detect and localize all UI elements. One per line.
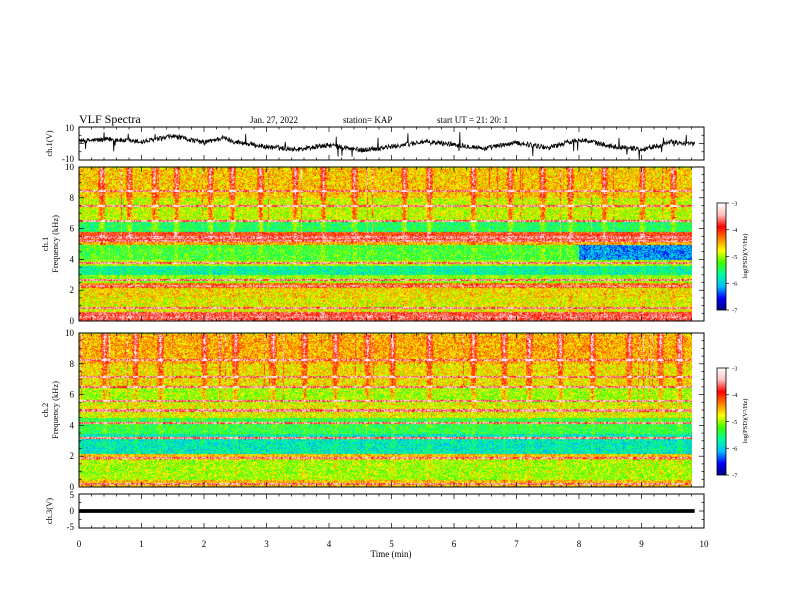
time-tick-label: 0 <box>77 539 82 549</box>
ch1-panel-frame <box>78 126 705 161</box>
colorbar-tick-label: -4 <box>732 227 738 234</box>
ch2-spec-ylabel-frequency: Frequency (kHz) <box>50 381 60 439</box>
colorbar-tick-label: -5 <box>732 419 737 426</box>
ch1-trace-group <box>78 131 696 160</box>
header-start-time: start UT = 21: 20: 1 <box>437 115 508 125</box>
ch2-spec-ylabel-channel: ch.2 <box>40 403 50 417</box>
frequency-tick-label: 4 <box>70 254 75 264</box>
colorbar-tick-label: -6 <box>732 446 738 453</box>
time-tick-label: 4 <box>327 539 332 549</box>
frequency-tick-label: 2 <box>70 451 75 461</box>
frequency-tick-label: 8 <box>70 193 75 203</box>
ch3-waveform-panel: 5 0 -5 ch.3(V) <box>44 490 705 532</box>
frequency-tick-label: 6 <box>70 390 75 400</box>
colorbar-tick-label: -6 <box>732 281 738 288</box>
frequency-tick-label: 0 <box>70 316 75 326</box>
ch1-ytick-label-bottom: -10 <box>62 154 74 164</box>
ch1-spectrogram-canvas <box>79 167 692 321</box>
ch2-spec-ytick-labels: 0 2 4 6 8 10 <box>65 328 75 492</box>
colorbar-tick-label: -3 <box>732 200 737 207</box>
ch1-waveform-panel: 10 -10 ch.1(V) <box>44 123 705 164</box>
time-tick-label: 2 <box>202 539 207 549</box>
frequency-tick-label: 8 <box>70 359 75 369</box>
frequency-tick-label: 2 <box>70 285 75 295</box>
header-station: station= KAP <box>343 115 392 125</box>
frequency-tick-label: 6 <box>70 224 75 234</box>
time-tick-label: 1 <box>139 539 144 549</box>
ch1-trace-line <box>78 131 696 160</box>
frequency-tick-label: 10 <box>65 328 75 338</box>
time-axis-tick-labels: 0 1 2 3 4 5 6 7 8 9 10 <box>77 539 709 549</box>
ch1-colorbar-ticks: -3 -4 -5 -6 -7 <box>726 200 738 314</box>
time-tick-label: 7 <box>514 539 519 549</box>
frequency-tick-label: 4 <box>70 420 75 430</box>
ch1-spec-ylabel-frequency: Frequency (kHz) <box>50 215 60 273</box>
frequency-tick-label: 0 <box>70 482 75 492</box>
header-date: Jan. 27, 2022 <box>250 115 298 125</box>
ch1-ytick-label-top: 10 <box>65 123 75 133</box>
ch2-colorbar-ticks: -3 -4 -5 -6 -7 <box>726 365 738 479</box>
colorbar-tick-label: -4 <box>732 392 738 399</box>
colorbar-tick-label: -7 <box>732 472 738 479</box>
ch2-spectrogram-canvas <box>79 333 692 487</box>
ch2-spec-frame <box>78 332 705 488</box>
time-tick-label: 9 <box>639 539 644 549</box>
ch2-colorbar-label: log(PSD)(V²/Hz) <box>742 399 749 444</box>
colorbar-tick-label: -7 <box>732 307 738 314</box>
ch3-signal-band <box>79 509 695 513</box>
time-tick-label: 6 <box>452 539 457 549</box>
time-tick-label: 8 <box>577 539 582 549</box>
ch1-spec-ylabel-channel: ch.1 <box>40 237 50 251</box>
ch3-panel-frame <box>78 493 705 529</box>
ch1-colorbar-label: log(PSD)(V²/Hz) <box>742 234 749 279</box>
ch1-ylabel: ch.1(V) <box>44 130 54 156</box>
figure-title: VLF Spectra <box>79 112 141 126</box>
colorbar-tick-label: -3 <box>732 365 737 372</box>
time-tick-label: 5 <box>389 539 394 549</box>
ch1-spec-image-holder <box>79 167 692 321</box>
ch2-colorbar <box>716 367 727 476</box>
ch3-ytick-label-top: 5 <box>70 490 75 500</box>
ch1-spec-frame <box>78 166 705 322</box>
colorbar-tick-label: -5 <box>732 254 737 261</box>
time-tick-label: 10 <box>700 539 710 549</box>
time-axis-label: Time (min) <box>371 549 412 559</box>
frequency-tick-label: 10 <box>65 162 75 172</box>
ch3-ytick-label-bottom: -5 <box>67 522 75 532</box>
ch3-ylabel: ch.3(V) <box>44 498 54 524</box>
ch2-spec-image-holder <box>79 333 692 487</box>
ch1-spec-ytick-labels: 0 2 4 6 8 10 <box>65 162 75 326</box>
ch3-ytick-label-mid: 0 <box>70 506 75 516</box>
ch1-colorbar <box>716 202 727 311</box>
time-tick-label: 3 <box>264 539 269 549</box>
